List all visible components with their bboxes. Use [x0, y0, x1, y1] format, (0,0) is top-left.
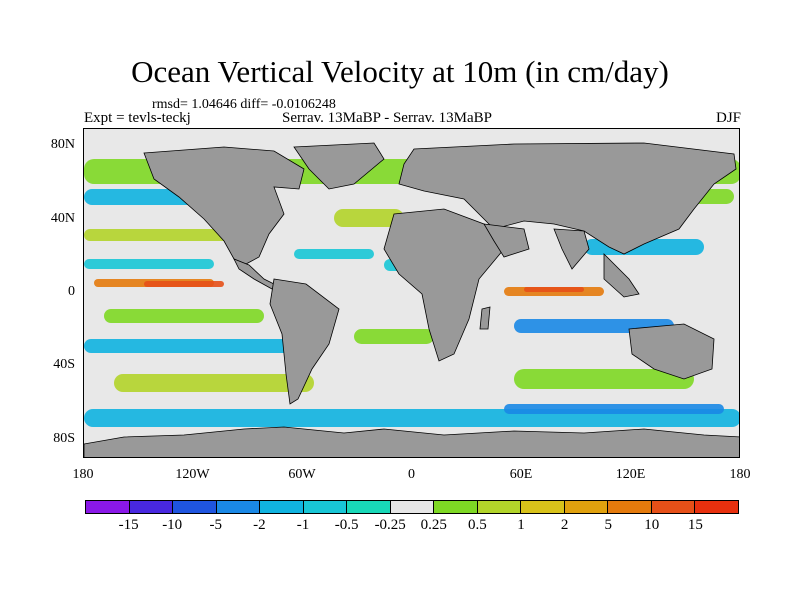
lon-label: 120E [615, 467, 646, 482]
colorbar-bin [129, 501, 174, 513]
lon-label: 180 [72, 467, 94, 482]
velocity-contour [294, 249, 374, 259]
colorbar-level-label: 0.5 [468, 517, 487, 533]
land-masses [84, 142, 739, 457]
colorbar-bin [347, 501, 391, 513]
colorbar-bin [564, 501, 609, 513]
lon-label: 180 [729, 467, 751, 482]
figure-title: Ocean Vertical Velocity at 10m (in cm/da… [131, 54, 669, 89]
land-south-america [269, 278, 340, 405]
colorbar-level-label: -0.5 [334, 517, 359, 533]
velocity-contour [524, 287, 584, 292]
colorbar-bin [651, 501, 696, 513]
velocity-contour [334, 209, 404, 227]
lat-label: 0 [68, 284, 75, 299]
velocity-contour [514, 369, 694, 389]
velocity-contour [84, 259, 214, 269]
colorbar-bin [260, 501, 304, 513]
lat-label: 40N [50, 210, 75, 226]
colorbar-bin [173, 501, 217, 513]
land-antarctica [84, 426, 739, 457]
colorbar-bin [390, 501, 435, 513]
colorbar-bin [695, 501, 738, 513]
colorbar-bin [521, 501, 565, 513]
land-north-america [143, 146, 305, 265]
difference-label: Serrav. 13MaBP - Serrav. 13MaBP [282, 110, 492, 126]
lat-label: 80N [50, 137, 75, 153]
land-arabia [483, 223, 530, 258]
colorbar [85, 500, 739, 514]
colorbar-level-label: 2 [560, 517, 569, 533]
map-panel [83, 128, 740, 458]
colorbar-bin [434, 501, 478, 513]
colorbar-bin [86, 501, 130, 513]
lon-label: 0 [408, 467, 415, 482]
ocean-velocity-map [84, 142, 739, 457]
rmsd-diff-stats: rmsd= 1.04646 diff= -0.0106248 [152, 97, 336, 112]
colorbar-bin [477, 501, 522, 513]
land-se-asia [603, 253, 640, 298]
lat-label: 40S [53, 357, 75, 373]
velocity-contour [104, 309, 264, 323]
colorbar-level-label: -5 [209, 517, 223, 533]
lon-label: 60W [288, 467, 316, 482]
colorbar-level-label: -10 [162, 517, 183, 533]
colorbar-bin [608, 501, 652, 513]
land-india [553, 228, 590, 270]
lon-label: 60E [509, 467, 533, 482]
colorbar-level-label: -1 [296, 517, 310, 533]
colorbar-bin [216, 501, 261, 513]
land-central-america [233, 258, 277, 290]
colorbar-level-label: 15 [687, 517, 703, 533]
colorbar-level-label: 10 [644, 517, 660, 533]
land-madagascar [479, 306, 491, 330]
velocity-contour [354, 329, 434, 344]
season-label: DJF [715, 110, 741, 126]
colorbar-level-label: -15 [118, 517, 139, 533]
lat-label: 80S [53, 430, 75, 446]
colorbar-bin [303, 501, 348, 513]
land-australia [628, 323, 715, 380]
experiment-label: Expt = tevls-teckj [84, 110, 191, 126]
velocity-contour [84, 229, 234, 241]
colorbar-level-label: -0.25 [374, 517, 406, 533]
colorbar-level-label: 5 [604, 517, 612, 533]
velocity-contour [114, 374, 314, 392]
colorbar-level-label: -2 [253, 517, 266, 533]
colorbar-level-label: 0.25 [420, 517, 447, 533]
lon-label: 120W [175, 467, 210, 482]
colorbar-level-label: 1 [517, 517, 525, 533]
land-eurasia [398, 142, 737, 255]
velocity-contour [144, 281, 224, 287]
land-greenland [293, 142, 385, 190]
velocity-contour [84, 339, 304, 353]
velocity-contour [504, 404, 724, 414]
